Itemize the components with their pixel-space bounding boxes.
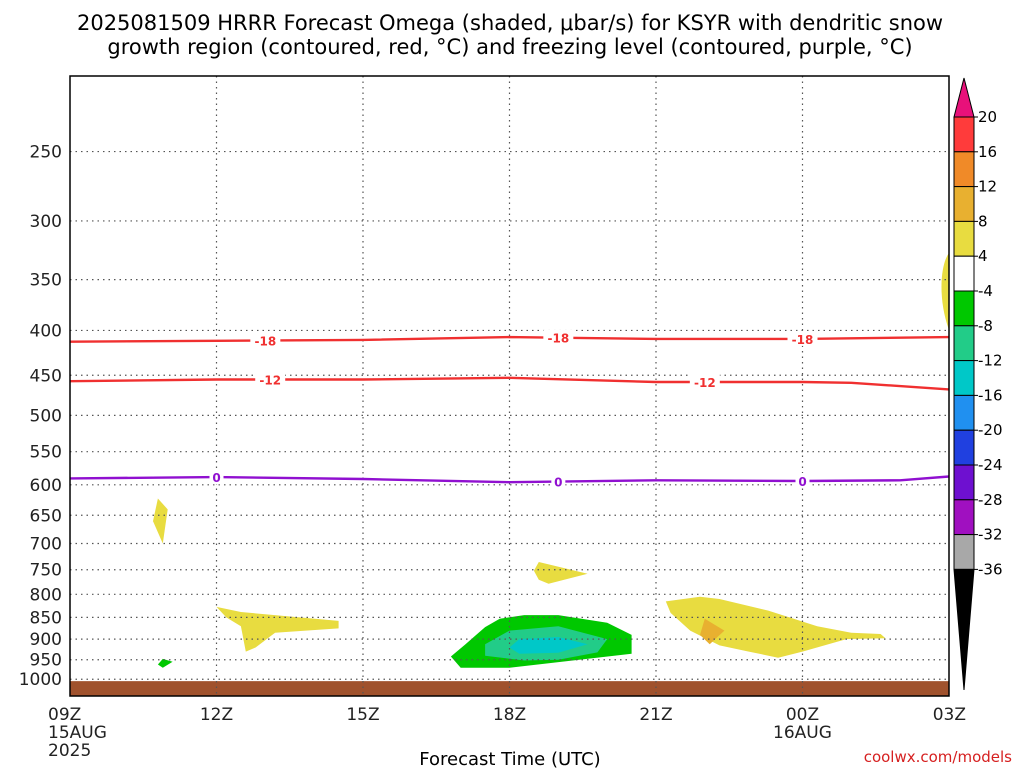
y-tick-label: 800 bbox=[30, 585, 62, 605]
colorbar-label: -12 bbox=[978, 352, 1003, 370]
x-tick-label: 21Z bbox=[639, 705, 672, 725]
contour-line-1 bbox=[69, 376, 950, 391]
contour-label: 0 bbox=[212, 471, 220, 485]
omega-shaded-regions bbox=[153, 253, 949, 668]
y-tick-label: 400 bbox=[30, 321, 62, 341]
plot-background bbox=[70, 76, 949, 696]
colorbar-swatch bbox=[953, 290, 975, 327]
colorbar-label: -32 bbox=[978, 526, 1003, 544]
plot-area: -18 -18 -18 -12 -12 0 0 0 bbox=[69, 75, 950, 697]
contour-label: -18 bbox=[547, 332, 569, 346]
contour-label-bg bbox=[255, 371, 286, 387]
omega-region-0 bbox=[153, 498, 168, 544]
y-tick-label: 300 bbox=[30, 212, 62, 232]
credit-text: coolwx.com/models bbox=[864, 748, 1012, 766]
x-tick-label: 12Z bbox=[200, 705, 233, 725]
contour-label-bg bbox=[787, 330, 818, 346]
contour-label-bg bbox=[689, 373, 720, 389]
colorbar-label: 20 bbox=[978, 108, 997, 126]
x-tick-label: 18Z bbox=[493, 705, 526, 725]
x-tick-label: 09Z bbox=[48, 705, 81, 725]
temperature-contours: -18 -18 -18 -12 -12 0 0 0 bbox=[69, 329, 950, 490]
contour-label: 0 bbox=[798, 475, 806, 489]
colorbar-label: 4 bbox=[978, 247, 988, 265]
colorbar-swatch bbox=[953, 499, 975, 536]
x-axis-label: Forecast Time (UTC) bbox=[419, 749, 600, 768]
contour-label: -18 bbox=[254, 334, 276, 348]
y-tick-label: 1000 bbox=[19, 670, 62, 690]
colorbar-label: -20 bbox=[978, 421, 1003, 439]
chart-title-line1: 2025081509 HRRR Forecast Omega (shaded, … bbox=[77, 11, 943, 35]
omega-region-1 bbox=[216, 606, 339, 652]
colorbar-swatch bbox=[953, 360, 975, 396]
contour-label-bg bbox=[551, 473, 566, 489]
colorbar-label: -8 bbox=[978, 317, 993, 335]
x-tick-label: 03Z bbox=[933, 705, 966, 725]
colorbar-label: -16 bbox=[978, 386, 1003, 404]
colorbar-swatch bbox=[953, 534, 975, 570]
colorbar: 20 16 12 8 4 -4 -8 -12 -16 -20 -24 -28 -32 -36 bbox=[953, 77, 1003, 691]
y-tick-label: 250 bbox=[30, 143, 62, 163]
chart-title-line2: growth region (contoured, red, °C) and f… bbox=[107, 35, 912, 59]
omega-region-2 bbox=[533, 562, 588, 584]
contour-label-bg bbox=[543, 329, 574, 345]
colorbar-swatch bbox=[953, 429, 975, 466]
y-tick-label: 950 bbox=[30, 651, 62, 671]
omega-region-5 bbox=[157, 658, 173, 668]
y-tick-label: 900 bbox=[30, 630, 62, 650]
colorbar-swatch bbox=[953, 394, 975, 431]
colorbar-label: 16 bbox=[978, 143, 997, 161]
ground-fill bbox=[70, 681, 949, 696]
colorbar-swatch bbox=[953, 325, 975, 362]
colorbar-swatch bbox=[953, 255, 975, 292]
contour-label: -12 bbox=[694, 376, 716, 390]
contour-label-bg bbox=[250, 332, 281, 348]
omega-region-3 bbox=[665, 596, 886, 658]
colorbar-swatch bbox=[953, 220, 975, 257]
omega-region-8 bbox=[509, 637, 588, 654]
contour-label: -12 bbox=[259, 373, 281, 387]
colorbar-label: 12 bbox=[978, 178, 997, 196]
y-tick-label: 650 bbox=[30, 506, 62, 526]
contour-label: -18 bbox=[792, 333, 814, 347]
plot-frame bbox=[69, 75, 950, 697]
y-tick-label: 550 bbox=[30, 443, 62, 463]
colorbar-swatch bbox=[953, 464, 975, 501]
x-tick-label: 15Z bbox=[346, 705, 379, 725]
colorbar-label: -28 bbox=[978, 491, 1003, 509]
omega-region-4 bbox=[700, 618, 725, 645]
colorbar-top-arrow bbox=[953, 77, 975, 118]
y-tick-label: 700 bbox=[30, 534, 62, 554]
contour-label: 0 bbox=[554, 476, 562, 490]
y-axis-ticks: 2503003504004505005506006507007508008509… bbox=[19, 143, 62, 691]
contour-label-bg bbox=[795, 472, 810, 488]
colorbar-label: -4 bbox=[978, 282, 993, 300]
y-tick-label: 600 bbox=[30, 476, 62, 496]
colorbar-label: -36 bbox=[978, 560, 1003, 578]
y-tick-label: 450 bbox=[30, 366, 62, 386]
y-tick-label: 350 bbox=[30, 271, 62, 291]
colorbar-swatch bbox=[953, 186, 975, 222]
x-tick-sublabel: 2025 bbox=[48, 741, 91, 761]
contour-label-bg bbox=[209, 469, 224, 485]
colorbar-label: 8 bbox=[978, 212, 988, 230]
omega-region-edge bbox=[941, 253, 949, 330]
y-tick-label: 750 bbox=[30, 561, 62, 581]
colorbar-bottom-arrow bbox=[953, 568, 975, 691]
colorbar-swatch bbox=[953, 116, 975, 153]
x-tick-sublabel: 15AUG bbox=[48, 723, 107, 743]
contour-line-2 bbox=[69, 475, 950, 484]
colorbar-swatch bbox=[953, 151, 975, 188]
colorbar-label: -24 bbox=[978, 456, 1003, 474]
x-tick-sublabel: 16AUG bbox=[773, 723, 832, 743]
y-tick-label: 500 bbox=[30, 406, 62, 426]
y-tick-label: 850 bbox=[30, 608, 62, 628]
x-tick-label: 00Z bbox=[786, 705, 819, 725]
grid-lines bbox=[70, 76, 949, 696]
ground-layer bbox=[70, 681, 949, 696]
